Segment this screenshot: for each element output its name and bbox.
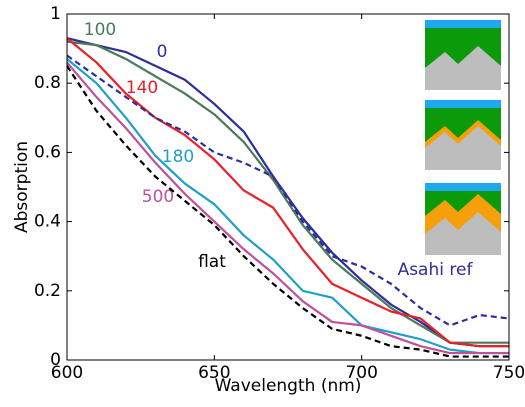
y-tick-label: 0.8 <box>34 73 61 93</box>
series-label: flat <box>198 252 226 272</box>
y-tick-label: 0 <box>50 350 61 370</box>
series-line <box>66 37 509 348</box>
series-label: 180 <box>162 147 194 167</box>
inset-icon <box>425 20 501 90</box>
series-line <box>66 58 509 355</box>
x-tick-label: 650 <box>198 363 230 383</box>
series-label: 100 <box>84 20 116 40</box>
y-tick-label: 0.2 <box>34 281 61 301</box>
y-tick-label: 0.6 <box>34 142 61 162</box>
series-label: 0 <box>157 42 168 62</box>
y-tick-label: 1 <box>50 4 61 24</box>
inset-icons <box>425 20 501 255</box>
series-line <box>66 54 510 327</box>
x-axis-label: Wavelength (nm) <box>215 376 362 396</box>
y-tick-label: 0.4 <box>34 212 61 232</box>
series-label: 500 <box>142 187 174 207</box>
x-tick-label: 600 <box>51 363 83 383</box>
series-line <box>66 40 509 344</box>
series-line <box>66 65 509 358</box>
x-tick-label: 750 <box>493 363 525 383</box>
series-label: Asahi ref <box>398 260 474 280</box>
series-line <box>66 61 509 355</box>
plot-frame <box>66 13 510 361</box>
y-axis-label: Absorption <box>12 141 32 233</box>
x-tick-label: 700 <box>345 363 377 383</box>
inset-icon <box>425 100 501 170</box>
inset-icon <box>425 183 501 255</box>
series-label: 140 <box>126 78 158 98</box>
